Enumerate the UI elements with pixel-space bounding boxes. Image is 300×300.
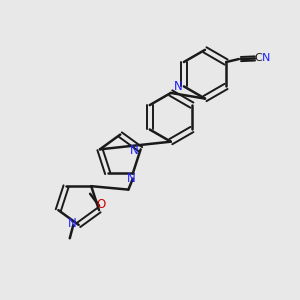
Text: N: N bbox=[261, 53, 270, 64]
Text: N: N bbox=[68, 217, 76, 230]
Text: N: N bbox=[127, 172, 136, 185]
Text: N: N bbox=[174, 80, 183, 93]
Text: O: O bbox=[96, 198, 105, 211]
Text: C: C bbox=[254, 53, 262, 64]
Text: N: N bbox=[130, 144, 139, 157]
